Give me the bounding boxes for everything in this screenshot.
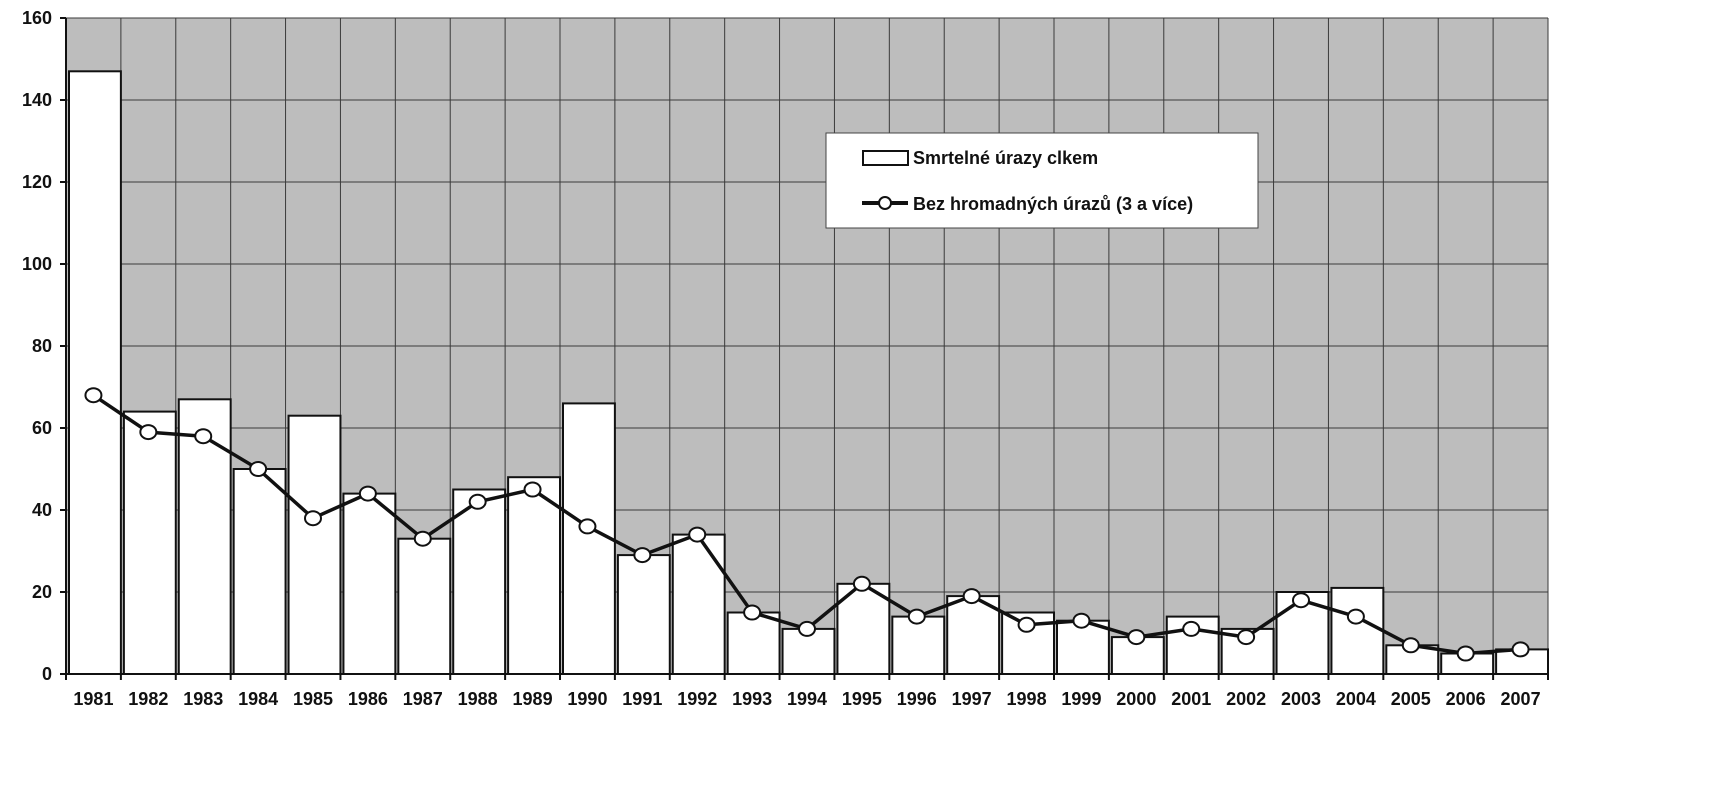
- line-point-2004: [1346, 608, 1365, 625]
- axes: [60, 17, 1549, 680]
- line-point-2007: [1511, 641, 1530, 658]
- bar-1987: [397, 537, 452, 676]
- bar-1988: [452, 488, 507, 675]
- x-tick-label: 1994: [787, 689, 827, 709]
- bar-1986: [342, 492, 397, 675]
- y-tick-label: 160: [22, 8, 52, 28]
- y-tick-label: 40: [32, 500, 52, 520]
- line-point-1984: [249, 461, 268, 477]
- bar-1982: [122, 410, 177, 675]
- x-tick-label: 2007: [1501, 689, 1541, 709]
- line-point-2001: [1182, 620, 1201, 637]
- bar-1999: [1056, 619, 1110, 676]
- line-point-2000: [1127, 629, 1146, 646]
- x-tick-label: 1997: [952, 689, 992, 709]
- line-point-2006: [1456, 645, 1475, 662]
- bar-1990: [562, 402, 616, 675]
- line-point-1996: [907, 608, 926, 625]
- y-tick-label: 140: [22, 90, 52, 110]
- line-point-1997: [962, 588, 981, 605]
- line-point-1986: [358, 485, 377, 502]
- line-point-2003: [1292, 592, 1310, 609]
- line-point-1992: [688, 526, 707, 543]
- y-tick-label: 120: [22, 172, 52, 192]
- bar-1985: [287, 414, 342, 675]
- legend-label-bars: Smrtelné úrazy clkem: [913, 148, 1098, 168]
- x-tick-label: 1993: [732, 689, 772, 709]
- x-tick-label: 1996: [897, 689, 937, 709]
- line-point-1993: [743, 604, 762, 621]
- bar-2004: [1330, 586, 1385, 676]
- x-tick-label: 1999: [1061, 689, 1101, 709]
- x-tick-label: 1985: [293, 689, 333, 709]
- y-tick-label: 0: [42, 664, 52, 684]
- x-tick-label: 1982: [128, 689, 168, 709]
- legend-box: [825, 132, 1259, 229]
- line-point-1995: [852, 575, 871, 592]
- legend-label-line: Bez hromadných úrazů (3 a více): [913, 194, 1193, 214]
- legend-bar-swatch: [862, 150, 909, 166]
- x-tick-label: 1988: [458, 689, 498, 709]
- bar-1983: [177, 398, 232, 675]
- line-point-1988: [468, 493, 487, 510]
- line-point-1989: [523, 481, 542, 498]
- x-tick-label: 2002: [1226, 689, 1266, 709]
- x-tick-label: 1986: [348, 689, 388, 709]
- x-tick-label: 2006: [1446, 689, 1486, 709]
- x-tick-label: 2003: [1281, 689, 1321, 709]
- y-tick-label: 20: [32, 582, 52, 602]
- x-tick-label: 2005: [1391, 689, 1431, 709]
- x-tick-label: 1992: [677, 689, 717, 709]
- x-tick-label: 1990: [567, 689, 607, 709]
- x-tick-label: 1998: [1007, 689, 1047, 709]
- line-point-1981: [84, 387, 103, 404]
- line-point-1994: [798, 620, 816, 637]
- line-point-1990: [578, 518, 597, 535]
- bar-1996: [891, 615, 946, 675]
- bar-series: [68, 70, 1549, 676]
- bar-1981: [68, 70, 122, 676]
- y-tick-label: 60: [32, 418, 52, 438]
- line-point-1991: [633, 547, 652, 564]
- line-point-2005: [1401, 637, 1420, 654]
- line-series: [84, 387, 1530, 662]
- y-tick-label: 100: [22, 254, 52, 274]
- x-tick-label: 1989: [513, 689, 553, 709]
- y-tick-label: 80: [32, 336, 52, 356]
- legend: Smrtelné úrazy clkem Bez hromadných úraz…: [825, 132, 1259, 229]
- line-point-2002: [1237, 629, 1256, 646]
- bar-1984: [232, 468, 287, 675]
- x-tick-label: 2004: [1336, 689, 1376, 709]
- line-point-1985: [304, 510, 322, 527]
- line-point-1987: [413, 530, 432, 547]
- x-tick-label: 1983: [183, 689, 223, 709]
- x-tick-label: 1981: [73, 689, 113, 709]
- x-tick-label: 1991: [622, 689, 662, 709]
- legend-marker-swatch: [878, 196, 892, 210]
- bar-1997: [946, 595, 1001, 675]
- x-tick-label: 2001: [1171, 689, 1211, 709]
- line-point-1982: [139, 424, 158, 441]
- bar-1989: [507, 476, 562, 676]
- bar-1993: [726, 611, 781, 675]
- line-point-1998: [1017, 616, 1036, 633]
- x-tick-label: 2000: [1116, 689, 1156, 709]
- x-tick-label: 1987: [403, 689, 443, 709]
- line-point-1999: [1072, 612, 1091, 629]
- bar-1991: [616, 554, 671, 675]
- x-tick-label: 1984: [238, 689, 278, 709]
- line-point-1983: [194, 428, 213, 445]
- x-tick-label: 1995: [842, 689, 882, 709]
- bar-1992: [671, 533, 726, 675]
- tick-labels: 0 20 40 60 80 100 120 140 160 1981 1982 1983 1984 198…: [22, 8, 1541, 709]
